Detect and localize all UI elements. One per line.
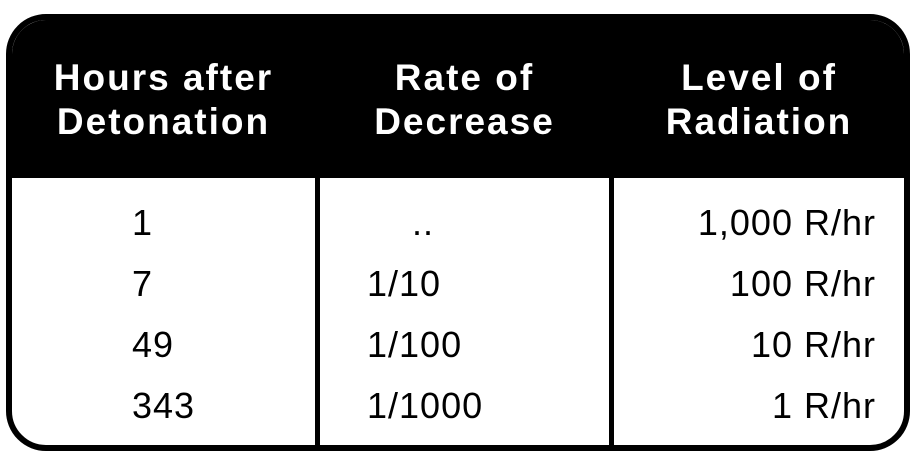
hours-cell: 1	[132, 202, 154, 243]
table-row: 1 .. 1,000 R/hr	[12, 192, 904, 253]
table-body: 1 .. 1,000 R/hr 7 1/10 100 R/hr 49 1/100…	[12, 192, 904, 436]
level-cell: 1,000 R/hr	[697, 202, 876, 243]
header-rate-of-decrease: Rate of Decrease	[320, 56, 609, 144]
header-line: Hours after	[53, 57, 274, 98]
header-level-of-radiation: Level of Radiation	[614, 56, 904, 144]
column-divider	[315, 20, 320, 445]
radiation-decay-table: Hours after Detonation Rate of Decrease …	[6, 14, 910, 451]
rate-cell: ..	[412, 202, 435, 243]
header-line: Level of	[681, 57, 837, 98]
table-row: 7 1/10 100 R/hr	[12, 253, 904, 314]
level-cell: 100 R/hr	[729, 263, 876, 304]
hours-cell: 343	[132, 385, 196, 426]
level-cell: 1 R/hr	[771, 385, 876, 426]
hours-cell: 49	[132, 324, 175, 365]
hours-cell: 7	[132, 263, 154, 304]
table-header	[12, 20, 904, 178]
header-hours-after-detonation: Hours after Detonation	[12, 56, 315, 144]
column-divider	[609, 20, 614, 445]
level-cell: 10 R/hr	[750, 324, 876, 365]
header-line: Rate of	[394, 57, 535, 98]
header-line: Radiation	[665, 101, 853, 142]
table-row: 49 1/100 10 R/hr	[12, 314, 904, 375]
rate-cell: 1/100	[367, 324, 463, 365]
header-line: Decrease	[374, 101, 555, 142]
table-row: 343 1/1000 1 R/hr	[12, 375, 904, 436]
rate-cell: 1/1000	[367, 385, 484, 426]
rate-cell: 1/10	[367, 263, 442, 304]
header-line: Detonation	[56, 101, 271, 142]
